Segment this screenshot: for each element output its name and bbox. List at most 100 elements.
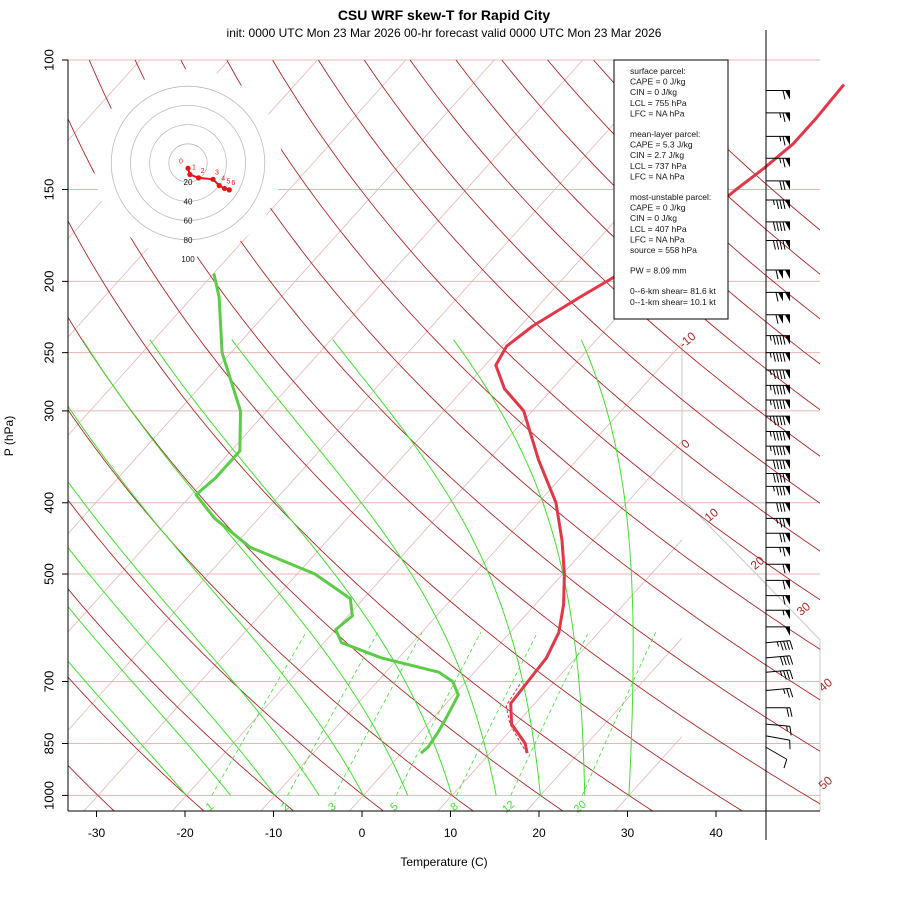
barb-flag [782,221,786,231]
barb-pennant [785,460,790,470]
barb-shaft [765,735,790,741]
hodograph-rings [94,69,282,257]
barb-pennant [785,473,790,483]
barb-pennant [785,547,790,557]
stats-line: CIN = 0 J/kg [630,213,677,223]
x-tick-label: 10 [444,826,458,840]
barb-pennant [785,240,790,250]
y-tick-label: 500 [41,563,56,585]
x-tick-label: -30 [88,826,106,840]
barb-flag [789,688,794,698]
barb-flag [772,446,776,456]
barb-pennant [785,431,790,441]
barb-flag [779,199,783,210]
hodograph-height-label: 4 [221,176,225,183]
dry-adiabat [68,220,653,811]
barb-half-flag [769,431,772,437]
hodograph-ring [168,143,208,183]
barb-flag [772,385,776,395]
barb-half-flag [769,335,772,341]
barb-flag [776,369,780,380]
barb-flag [779,399,783,410]
stats-line: LFC = NA hPa [630,108,685,118]
barb-shaft [765,640,790,644]
y-tick-label: 300 [41,400,56,422]
dry-adiabat [134,60,820,752]
barb-flag [782,369,786,380]
barb-pennant [778,292,783,302]
hodograph-background [94,69,282,257]
diagram-boundary [681,345,821,811]
isotherm-label: 40 [816,675,835,695]
barb-shaft [765,669,790,673]
wind-barb [766,579,790,590]
temperature-line [494,83,846,754]
barb-flag [779,486,783,496]
barb-shaft [765,687,790,691]
moist-adiabat [149,339,453,796]
moist-adiabat [68,405,364,796]
hodograph-ring [110,85,266,241]
barb-flag [789,655,794,665]
stats-line: CAPE = 0 J/kg [630,203,686,213]
y-tick-label: 150 [41,179,56,201]
isotherm-line [349,440,682,811]
mixing-ratio-label: 5 [388,801,400,814]
hodograph-height-label: 3 [215,169,219,176]
barb-flag [782,352,786,362]
x-axis-label: Temperature (C) [400,855,487,869]
barb-flag [789,640,794,650]
mixing-ratio-label: 20 [572,799,589,816]
y-tick-label: 100 [41,49,56,71]
barb-pennant [778,270,783,280]
wind-barb [766,369,790,380]
barb-half-flag [769,399,772,406]
barb-flag [786,640,790,650]
barb-flag [782,473,786,483]
barb-flag [776,502,780,512]
dry-adiabat [501,60,820,365]
barb-flag [772,335,776,345]
barb-flag [782,136,786,146]
barb-flag [779,431,783,441]
barb-flag [776,416,780,426]
stats-line: LCL = 407 hPa [630,224,687,234]
hodograph-point [195,175,202,181]
barb-half-flag [779,670,783,677]
barb-flag [786,670,790,680]
mixing-ratio-line [396,632,482,796]
barb-pennant [785,335,790,345]
barb-flag [782,564,786,574]
barb-pennant [785,486,790,496]
stats-line: LCL = 737 hPa [630,161,687,171]
chart-title: CSU WRF skew-T for Rapid City [338,7,551,23]
barb-flag [782,90,786,100]
wind-barb [766,199,790,210]
barb-half-flag [772,486,775,492]
barb-flag [782,446,786,456]
barb-shaft [765,746,788,760]
barb-flag [772,399,776,410]
barb-pennant [785,610,790,620]
barb-pennant [785,352,790,362]
dry-adiabat [68,676,205,811]
barb-flag [779,641,784,651]
barb-pennant [785,112,790,122]
mixing-ratio-label: 1 [204,801,216,814]
wind-barb [766,517,790,528]
mixing-ratio-label: 2 [279,801,291,814]
barb-pennant [785,595,790,605]
barb-half-flag [776,518,779,524]
barb-flag [776,460,780,470]
barb-flag [789,669,794,680]
moist-adiabat [82,339,409,796]
x-tick-label: -10 [265,826,283,840]
mixing-ratio-line [510,632,589,796]
dry-adiabat [68,117,743,811]
barb-flag [779,385,783,395]
isotherm-line [792,60,900,811]
barb-flag [789,707,793,717]
barb-flag [779,473,783,483]
isotherm-line [68,60,672,731]
hodograph-point [187,171,193,178]
